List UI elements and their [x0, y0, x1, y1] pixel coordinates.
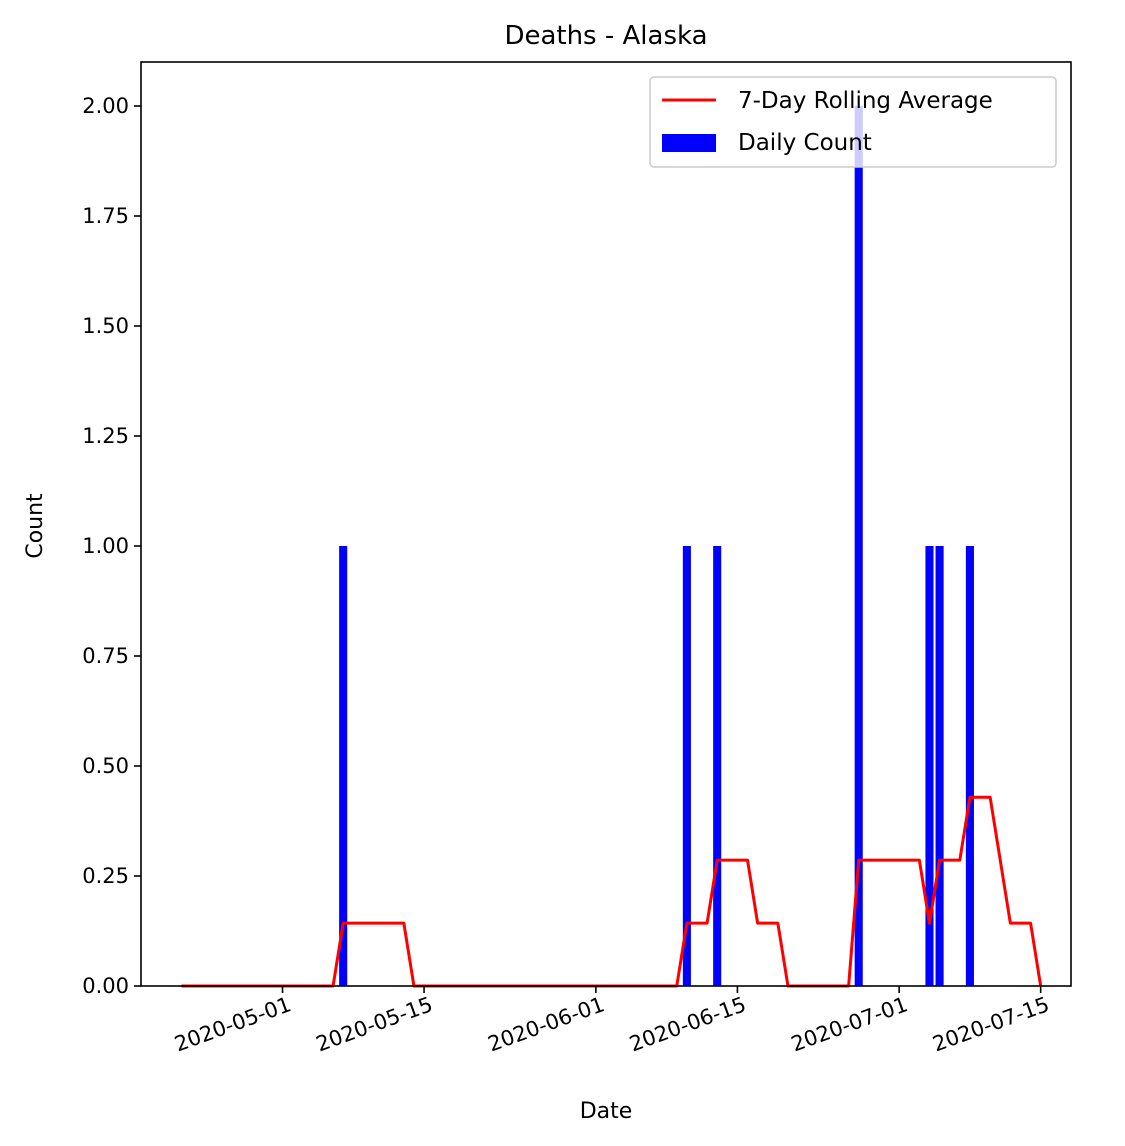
- y-tick-label-6: 1.50: [82, 314, 129, 338]
- bar-daily-count-6: [965, 546, 974, 986]
- bar-daily-count-4: [925, 546, 934, 986]
- legend-label-rolling-average: 7-Day Rolling Average: [738, 88, 993, 114]
- y-tick-label-4: 1.00: [82, 534, 129, 558]
- legend-swatch-daily-count: [662, 134, 716, 152]
- chart-title: Deaths - Alaska: [504, 21, 707, 51]
- y-tick-label-1: 0.25: [82, 864, 129, 888]
- y-tick-label-5: 1.25: [82, 424, 129, 448]
- y-tick-label-8: 2.00: [82, 94, 129, 118]
- y-tick-label-0: 0.00: [82, 974, 129, 998]
- y-tick-label-2: 0.50: [82, 754, 129, 778]
- y-tick-label-7: 1.75: [82, 204, 129, 228]
- y-tick-label-3: 0.75: [82, 644, 129, 668]
- y-axis-title: Count: [23, 493, 48, 559]
- line-rolling-average: [181, 795, 1043, 988]
- legend: 7-Day Rolling Average Daily Count: [649, 76, 1057, 168]
- plot-area: [181, 106, 1043, 988]
- bar-daily-count-3: [854, 106, 863, 986]
- plot-frame: [140, 61, 1072, 987]
- bar-daily-count-2: [713, 546, 722, 986]
- legend-label-daily-count: Daily Count: [738, 130, 872, 156]
- x-axis-title: Date: [580, 1099, 633, 1124]
- bar-daily-count-5: [935, 546, 944, 986]
- bar-daily-count-1: [682, 546, 691, 986]
- bar-daily-count-0: [339, 546, 348, 986]
- legend-box: [649, 76, 1057, 168]
